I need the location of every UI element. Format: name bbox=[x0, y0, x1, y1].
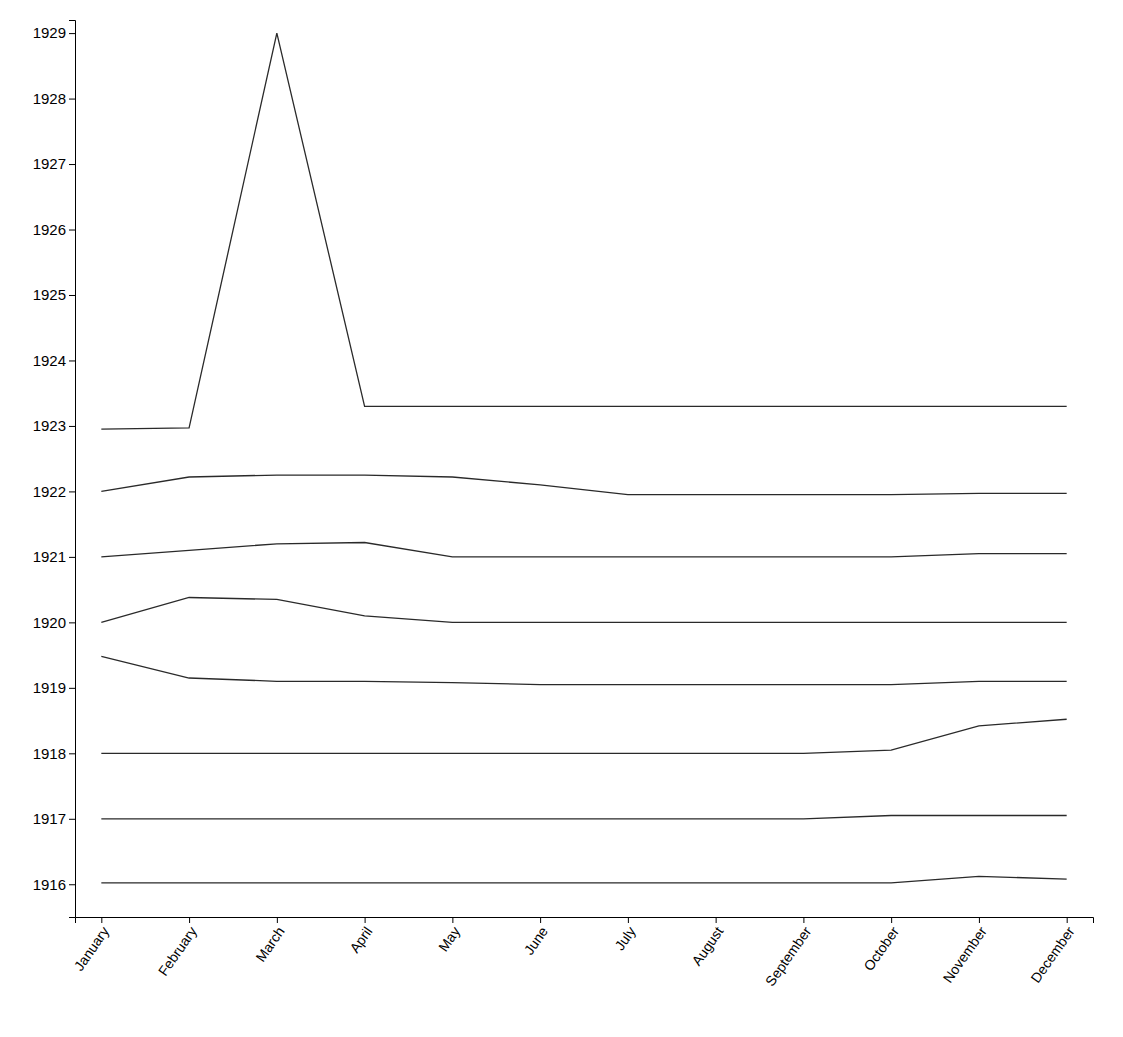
tick-label: June bbox=[521, 923, 552, 957]
tick-mark bbox=[365, 917, 366, 923]
tick-mark bbox=[803, 917, 804, 923]
series-line bbox=[101, 876, 1066, 883]
tick-label: 1927 bbox=[33, 155, 66, 172]
tick-label: 1929 bbox=[33, 24, 66, 41]
chart: January February March April May June July Augu… bbox=[0, 0, 1123, 1037]
x-tick: June bbox=[521, 917, 552, 958]
y-tick: 1922 bbox=[33, 483, 75, 500]
axis-line bbox=[76, 918, 1094, 924]
x-tick: May bbox=[435, 917, 463, 954]
tick-label: August bbox=[688, 924, 726, 969]
tick-mark bbox=[189, 917, 190, 923]
x-tick: January bbox=[71, 917, 113, 974]
tick-label: 1919 bbox=[33, 679, 66, 696]
tick-mark bbox=[277, 917, 278, 923]
tick-mark bbox=[628, 917, 629, 923]
tick-label: November bbox=[940, 923, 990, 985]
tick-label: March bbox=[252, 924, 287, 965]
tick-mark bbox=[979, 917, 980, 923]
tick-mark bbox=[69, 557, 75, 558]
tick-mark bbox=[69, 688, 75, 689]
tick-mark bbox=[101, 917, 102, 923]
tick-label: 1917 bbox=[33, 810, 66, 827]
tick-label: April bbox=[346, 924, 375, 956]
y-tick: 1928 bbox=[33, 90, 75, 107]
plot: January February March April May June July Augu… bbox=[33, 21, 1094, 989]
tick-label: October bbox=[860, 923, 902, 973]
y-tick: 1916 bbox=[33, 876, 75, 893]
tick-label: 1924 bbox=[33, 352, 66, 369]
tick-label: 1922 bbox=[33, 483, 66, 500]
series-line bbox=[101, 542, 1066, 556]
tick-mark bbox=[69, 33, 75, 34]
series-line bbox=[101, 33, 1066, 429]
y-tick: 1919 bbox=[33, 679, 75, 696]
axis-line bbox=[69, 21, 76, 918]
tick-mark bbox=[69, 753, 75, 754]
series-line bbox=[101, 597, 1066, 622]
tick-mark bbox=[69, 360, 75, 361]
tick-label: 1928 bbox=[33, 90, 66, 107]
tick-mark bbox=[1067, 917, 1068, 923]
tick-label: 1920 bbox=[33, 614, 66, 631]
y-tick: 1926 bbox=[33, 221, 75, 238]
series-line bbox=[101, 719, 1066, 753]
x-tick: October bbox=[860, 917, 902, 974]
lines bbox=[101, 33, 1066, 883]
tick-mark bbox=[69, 622, 75, 623]
y-tick: 1917 bbox=[33, 810, 75, 827]
tick-label: July bbox=[611, 924, 638, 954]
tick-label: 1923 bbox=[33, 417, 66, 434]
tick-label: 1916 bbox=[33, 876, 66, 893]
tick-label: January bbox=[71, 924, 113, 974]
y-tick: 1925 bbox=[33, 286, 75, 303]
x-tick: March bbox=[252, 917, 287, 965]
tick-mark bbox=[452, 917, 453, 923]
series-line bbox=[101, 475, 1066, 495]
tick-mark bbox=[69, 819, 75, 820]
tick-mark bbox=[69, 491, 75, 492]
tick-mark bbox=[891, 917, 892, 923]
x-tick: July bbox=[611, 917, 638, 953]
x-tick: November bbox=[940, 917, 990, 986]
tick-label: September bbox=[762, 923, 815, 989]
y-tick: 1920 bbox=[33, 614, 75, 631]
tick-label: December bbox=[1027, 923, 1077, 985]
x-tick: December bbox=[1027, 917, 1077, 986]
tick-mark bbox=[69, 230, 75, 231]
x-tick: April bbox=[346, 917, 375, 956]
y-axis: 1916 1917 1918 1919 1920 1921 1922 1923 1924 1925… bbox=[33, 21, 76, 918]
y-tick: 1929 bbox=[33, 24, 75, 41]
series-line bbox=[101, 816, 1066, 819]
x-tick: September bbox=[762, 917, 815, 989]
tick-mark bbox=[540, 917, 541, 923]
tick-mark bbox=[69, 295, 75, 296]
tick-mark bbox=[69, 99, 75, 100]
y-tick: 1924 bbox=[33, 352, 75, 369]
tick-label: 1925 bbox=[33, 286, 66, 303]
tick-label: 1918 bbox=[33, 745, 66, 762]
tick-mark bbox=[69, 164, 75, 165]
y-tick: 1923 bbox=[33, 417, 75, 434]
y-tick: 1927 bbox=[33, 155, 75, 172]
tick-label: 1921 bbox=[33, 548, 66, 565]
y-tick: 1921 bbox=[33, 548, 75, 565]
tick-mark bbox=[69, 426, 75, 427]
tick-mark bbox=[69, 884, 75, 885]
tick-mark bbox=[716, 917, 717, 923]
tick-label: 1926 bbox=[33, 221, 66, 238]
tick-label: May bbox=[435, 924, 463, 955]
x-tick: February bbox=[155, 917, 200, 979]
series-line bbox=[101, 656, 1066, 684]
y-tick: 1918 bbox=[33, 745, 75, 762]
x-tick: August bbox=[688, 917, 726, 969]
tick-label: February bbox=[155, 924, 200, 979]
x-axis: January February March April May June July Augu… bbox=[71, 917, 1094, 989]
